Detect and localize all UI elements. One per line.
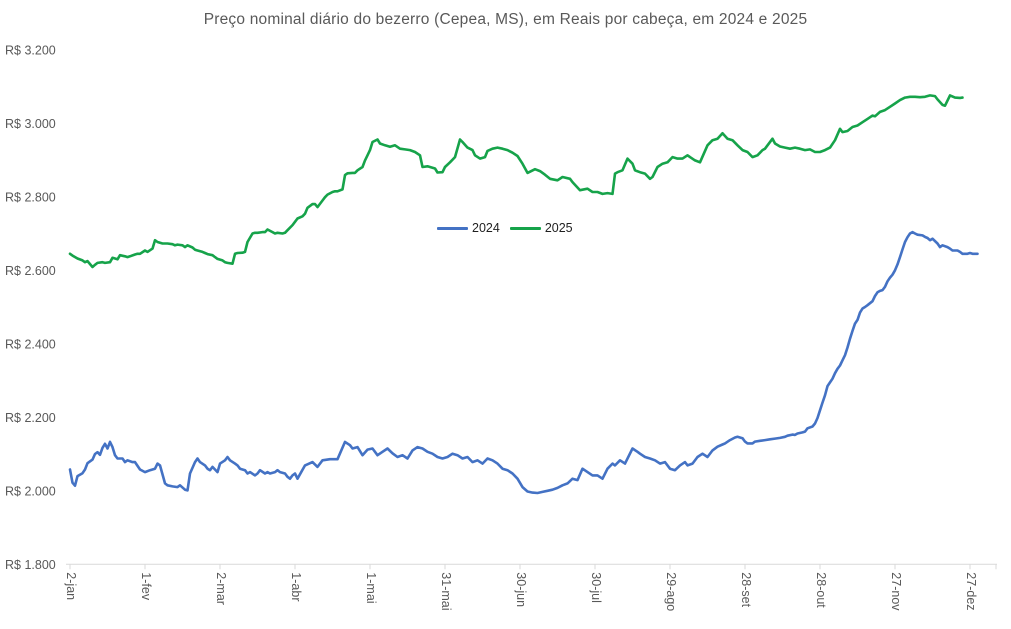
y-axis-tick-label: R$ 3.200 <box>5 43 56 57</box>
y-axis-tick-label: R$ 2.400 <box>5 337 56 351</box>
y-axis-tick-label: R$ 2.600 <box>5 264 56 278</box>
series-line-2025 <box>68 94 964 269</box>
x-axis-tick-label: 2-mar <box>214 572 228 605</box>
y-axis-tick-label: R$ 2.200 <box>5 411 56 425</box>
x-axis-tick-label: 1-abr <box>289 572 303 601</box>
legend-label-2025: 2025 <box>544 221 573 235</box>
x-axis-tick-label: 31-mai <box>439 572 453 610</box>
y-axis-tick-label: R$ 2.000 <box>5 484 56 498</box>
x-axis-tick-label: 28-set <box>739 572 753 607</box>
chart-legend: 2024 2025 <box>437 221 573 235</box>
x-axis-tick-label: 27-dez <box>964 572 978 610</box>
x-axis-tick-label: 2-jan <box>64 572 78 600</box>
legend-label-2024: 2024 <box>472 221 500 235</box>
x-axis-tick-label: 27-nov <box>889 572 903 611</box>
x-axis-tick-label: 28-out <box>814 572 828 608</box>
y-axis-tick-label: R$ 3.000 <box>5 117 56 131</box>
legend-line-swatch-2025 <box>509 226 541 230</box>
x-axis-tick-label: 1-fev <box>139 572 153 601</box>
chart-title: Preço nominal diário do bezerro (Cepea, … <box>203 11 808 28</box>
series-line-2024 <box>68 230 979 495</box>
x-axis-tick-label: 1-mai <box>364 572 378 603</box>
y-axis-tick-label: R$ 2.800 <box>5 190 56 204</box>
legend-line-swatch-2024 <box>437 226 468 230</box>
legend-item-2025: 2025 <box>509 221 573 235</box>
y-axis-tick-label: R$ 1.800 <box>5 558 56 572</box>
x-axis-tick-label: 30-jul <box>589 572 603 603</box>
x-axis-tick-label: 30-jun <box>514 572 528 607</box>
legend-item-2024: 2024 <box>437 221 500 235</box>
x-axis-tick-label: 29-ago <box>664 572 678 611</box>
